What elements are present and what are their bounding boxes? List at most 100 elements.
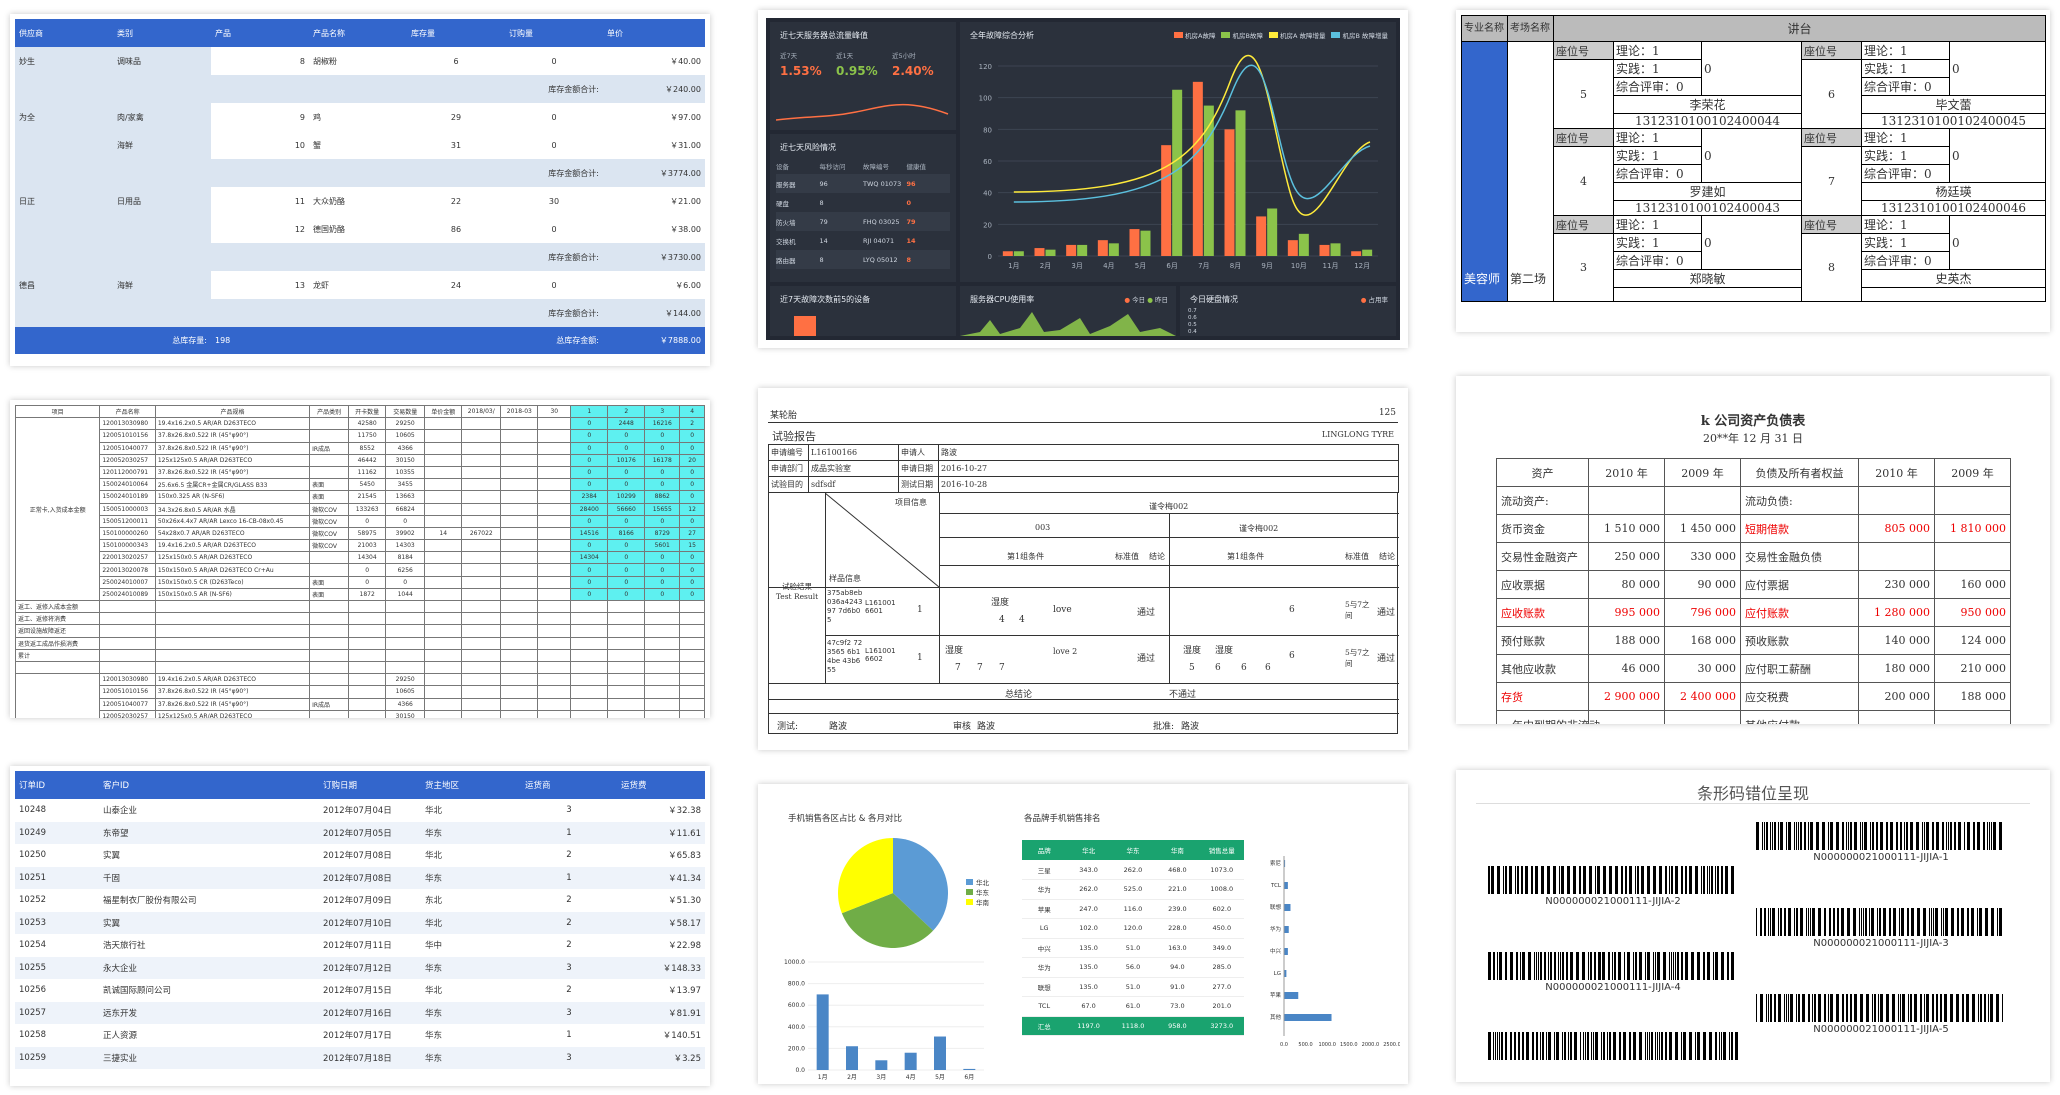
risk-header: 设备 (776, 163, 789, 171)
report-thumbnail-dark-dashboard[interactable]: 近七天服务器总流量峰值 近7天 1.53% 近1天 0.95% 近5小时 2.40% 近七… (758, 10, 1408, 348)
barcode-bar (1987, 822, 1988, 850)
value-cell (607, 660, 646, 675)
barcode-bar (1847, 908, 1850, 936)
barcode-bar (1808, 994, 1810, 1022)
barcode-bar (1816, 822, 1819, 850)
risk-cell (863, 193, 907, 212)
theory-label: 理论：1 (1861, 41, 1950, 60)
barcode-bar (1936, 994, 1938, 1022)
product-spec: 37.8x26.8x0.522 IR (45°φ90°) (154, 697, 311, 711)
customer-id: 福星制衣厂股份有限公司 (103, 896, 197, 907)
report-thumbnail-exam-seating[interactable]: 专业名称 考场名称 讲台 美容师 第二场 座位号 理论：1 0 座位号 理论：1 0 5 实践：1 6 实践… (1456, 10, 2050, 332)
customer-id: 永大企业 (99, 956, 319, 979)
value-cell (644, 624, 681, 638)
risk-header: 故障编号 (863, 163, 889, 171)
table-row: 12 德国奶酪 86 0 ￥38.00 (15, 215, 705, 243)
amount-cell (1664, 486, 1741, 515)
barcode-bar (1980, 994, 1982, 1022)
legend-swatch (1268, 32, 1278, 38)
product-code (99, 648, 156, 662)
report-thumbnail-phone-sales[interactable]: 手机销售各区占比 & 各月对比 各品牌手机销售排名 华北 华东 华南 1000.0 8… (758, 784, 1408, 1084)
column-header: 1 (570, 404, 609, 419)
table-cell: 华为 (1022, 879, 1067, 900)
product-type: IR成品 (309, 697, 350, 711)
table-row: 150100000343 19.4x16.2x0.5 AR/AR D263TECO… (16, 539, 705, 553)
report-thumbnail-cost-sheet[interactable]: 项目 产品名称 产品规格 产品类别 开卡数量 交易数量 单价金额 2018/03/2018-0… (10, 400, 710, 718)
barcode-bar (1499, 1032, 1500, 1060)
barcode-bar (1798, 994, 1800, 1022)
v-7b: 7 (977, 663, 983, 673)
value-cell: 0 (607, 551, 646, 565)
disk-title: 今日硬盘情况 (1190, 295, 1238, 304)
barcode (1488, 952, 1734, 980)
risk-row: 交换机 14 RJI 04071 14 (776, 231, 950, 250)
pie-legend-item: 华东 (966, 888, 989, 898)
risk-cell: LYQ 05012 (863, 255, 898, 264)
table-cell: 163.0 (1155, 938, 1200, 958)
report-thumbnail-balance-sheet[interactable]: k 公司资产负债表 20**年 12 月 31 日 资产 2010 年 2009 年… (1456, 376, 2050, 724)
legend-swatch (1174, 32, 1184, 38)
value-cell (500, 465, 539, 480)
report-thumbnail-orders[interactable]: 订单ID 客户ID 订购日期 货主地区 运货商 运货费 10248 山泰企业 2012年07月… (10, 766, 710, 1086)
increment-line-a (1013, 54, 1371, 216)
value-cell (537, 502, 572, 516)
value-cell: 1044 (385, 587, 426, 602)
overall-label: 综合评审：0 (1613, 251, 1702, 270)
barcode-bar (1488, 952, 1491, 980)
grand-total-row: 总库存量: 198 总库存金额: ￥7888.00 (15, 327, 705, 354)
table-cell: 228.0 (1155, 918, 1200, 939)
bar (875, 1060, 888, 1070)
value-cell (500, 624, 539, 638)
table-row: 10258 正人资源 2012年07月17日 华东 1 ￥140.51 (15, 1024, 705, 1047)
cpu-panel: 服务器CPU使用率 ● 今日 ● 昨日 (960, 286, 1176, 336)
barcode-bar (1788, 822, 1791, 850)
table-cell: 450.0 (1199, 918, 1244, 939)
value-cell (385, 660, 426, 675)
seat-subrow: 美容师 第二场 座位号 理论：1 0 座位号 理论：1 0 (1461, 41, 2047, 302)
order-id: 10256 (19, 985, 47, 996)
product-spec: 37.8x26.8x0.522 IR (45°φ90°) (154, 465, 311, 480)
barcode-bar (1926, 994, 1929, 1022)
order-cell: 0 (505, 47, 603, 75)
risk-row: 路由器 8 LYQ 05012 8 (776, 250, 950, 269)
value-cell (385, 624, 426, 638)
risk-header: 健康值 (906, 163, 927, 171)
hbar (1284, 992, 1299, 999)
pass-1: 通过 (1137, 608, 1156, 618)
barcode-bar (1558, 952, 1559, 980)
barcode-bar (1808, 822, 1809, 850)
barcode-bar (1993, 822, 1996, 850)
amount-cell: 1 510 000 (1588, 514, 1665, 543)
barcode-bar (1853, 908, 1856, 936)
barcode-bar (1824, 994, 1826, 1022)
report-thumbnail-barcodes[interactable]: 条形码错位呈现 N000000021000111-JIJIA-1 N0000000… (1456, 770, 2050, 1082)
report-thumbnail-supplier-stock[interactable]: 供应商 类别 产品 产品名称 库存量 订购量 单价 妙生 调味品 8 胡椒粉 6 0 ￥40.00 库存金… (10, 14, 710, 366)
info-row: 申请部门 成品实验室 申请日期 2016-10-27 (768, 460, 1399, 477)
barcode-bar (1900, 822, 1902, 850)
report-thumbnail-test-report[interactable]: 某轮胎 125 试验报告 LINGLONG TYRE 申请编号 L16100166… (758, 388, 1408, 750)
value-cell (537, 526, 572, 541)
seat-label: 座位号 (1553, 215, 1614, 234)
legend-label: 华北 (976, 879, 989, 887)
value-cell (537, 417, 572, 431)
table-row: 德昌 海鲜 13 龙虾 24 0 ￥6.00 (15, 271, 705, 299)
product-code (99, 599, 156, 614)
barcode-bar (1615, 866, 1618, 894)
value-cell (348, 709, 387, 718)
value-cell: 16216 (644, 417, 681, 431)
tester-value: 路波 (829, 722, 848, 732)
barcode-bar (1943, 908, 1944, 936)
total-stock-label: 总库存量: (15, 327, 211, 354)
amount-cell: 1 280 000 (1858, 598, 1935, 627)
value-cell: 0 (644, 575, 681, 589)
column-header: 产品名称 (309, 19, 407, 47)
table-row: 应收票据 80 000 90 000 应付票据 230 000 160 000 (1496, 570, 2011, 599)
table-cell: TCL (1022, 996, 1067, 1017)
barcode-bar (1510, 1032, 1512, 1060)
barcode-bar (1756, 908, 1757, 936)
barcode-bar (1860, 994, 1863, 1022)
barcode-bar (1709, 1032, 1712, 1060)
product-type: 微软COV (309, 539, 350, 553)
table-row: 华为 135.0 56.0 94.0 285.0 (1022, 957, 1244, 978)
seat-label: 座位号 (1801, 215, 1862, 234)
